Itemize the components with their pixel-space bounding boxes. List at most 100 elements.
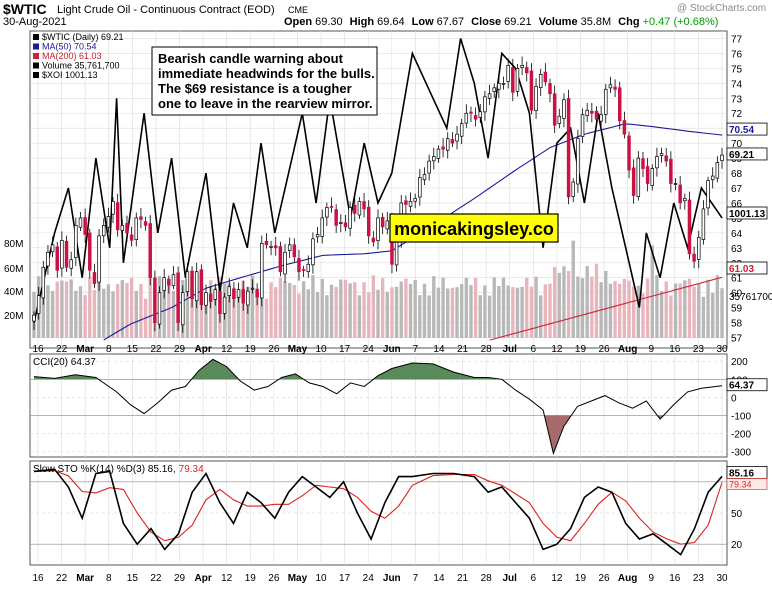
volume-bar [543,284,548,338]
price-tick-label: 74 [731,79,743,90]
volume-bar [227,283,231,338]
price-candle [552,85,557,134]
volume-bar [655,275,659,338]
volume-bar [250,275,255,338]
candle-body [167,278,171,286]
volume-bar [459,284,464,338]
candle-body [222,296,227,314]
volume-bar [362,282,366,338]
price-candle [687,191,692,260]
volume-bar [608,283,613,338]
price-tick-label: 75 [731,64,743,75]
price-candle [464,104,469,128]
candle-body [590,110,594,114]
date-tick-label: Jun [383,344,401,355]
volume-bar [236,290,241,338]
price-candle [617,81,622,130]
candle-body [548,83,552,95]
price-tick-label: 77 [731,34,743,45]
ma200-value-tag: 61.03 [729,264,754,275]
date-tick-label: 16 [669,573,681,584]
volume-bar [125,282,129,338]
volume-bar [520,286,524,338]
sto-title: Slow STO %K(14) %D(3) 85.16, 79.34 [33,464,204,475]
volume-bar [139,284,143,338]
date-tick-label: 12 [551,573,563,584]
candle-body [492,87,496,92]
price-candle [455,125,459,150]
candle-body [339,222,343,224]
candle-body [585,109,589,116]
price-candle [515,64,520,97]
date-tick-label: 9 [648,344,654,355]
date-tick-label: 7 [413,344,419,355]
candle-body [55,246,59,271]
volume-bar [692,286,696,338]
price-candle [357,197,362,219]
price-candle [315,227,320,243]
volume-bar [274,287,278,338]
candle-body [506,65,510,82]
price-candle [339,214,343,233]
volume-bar [134,290,138,338]
price-candle [306,255,311,278]
date-tick-label: Jul [502,344,517,355]
candle-body [78,217,83,228]
price-candle [497,74,501,99]
volume-bar [343,279,348,338]
price-candle [241,280,245,311]
date-tick-label: 30 [716,344,728,355]
price-candle [538,68,543,96]
date-tick-label: 26 [268,573,280,584]
volume-bar [450,287,455,338]
price-candle [376,209,380,250]
price-candle [246,286,250,314]
cci-fill-below [34,415,722,454]
volume-bar [446,288,450,338]
price-candle [320,209,324,244]
volume-bar [594,263,599,338]
candle-body [678,184,682,204]
price-candle [450,132,455,148]
volume-last-label: 35761700 [729,292,772,303]
price-candle [148,215,152,286]
candle-body [260,242,264,299]
volume-bar [92,290,97,338]
ohlc-high-label: High [350,16,375,28]
price-tick-label: 58 [731,319,743,330]
volume-bar [55,281,59,338]
legend-entry: MA(200) 61.03 [42,51,102,61]
candle-body [613,86,617,90]
candle-body [627,135,631,171]
volume-bar [195,291,199,338]
volume-bar [511,287,515,338]
candle-body [181,292,185,326]
candle-body [687,199,692,255]
volume-bar [115,284,120,338]
price-tick-label: 67 [731,184,743,195]
volume-bar [604,270,608,338]
volume-bar [106,284,111,338]
price-tick-label: 61 [731,274,743,285]
candle-body [269,245,273,248]
volume-bar [585,266,589,338]
price-candle [478,104,483,124]
candle-body [473,115,478,120]
candle-body [538,74,543,88]
candle-body [422,174,427,181]
volume-bar [413,279,417,338]
price-candle [190,266,194,308]
date-tick-label: 22 [150,344,162,355]
candle-body [552,93,557,126]
price-candle [153,270,157,332]
candle-body [83,217,87,235]
date-tick-label: Apr [194,573,211,584]
price-candle [134,212,139,247]
candle-body [162,277,166,291]
price-candle [492,83,496,98]
legend-entry: $XOI 1001.13 [42,70,98,80]
date-tick-label: 16 [669,344,681,355]
price-candle [669,151,673,193]
candle-body [376,217,380,242]
annotation-line: one to leave in the rearview mirror. [158,96,373,111]
